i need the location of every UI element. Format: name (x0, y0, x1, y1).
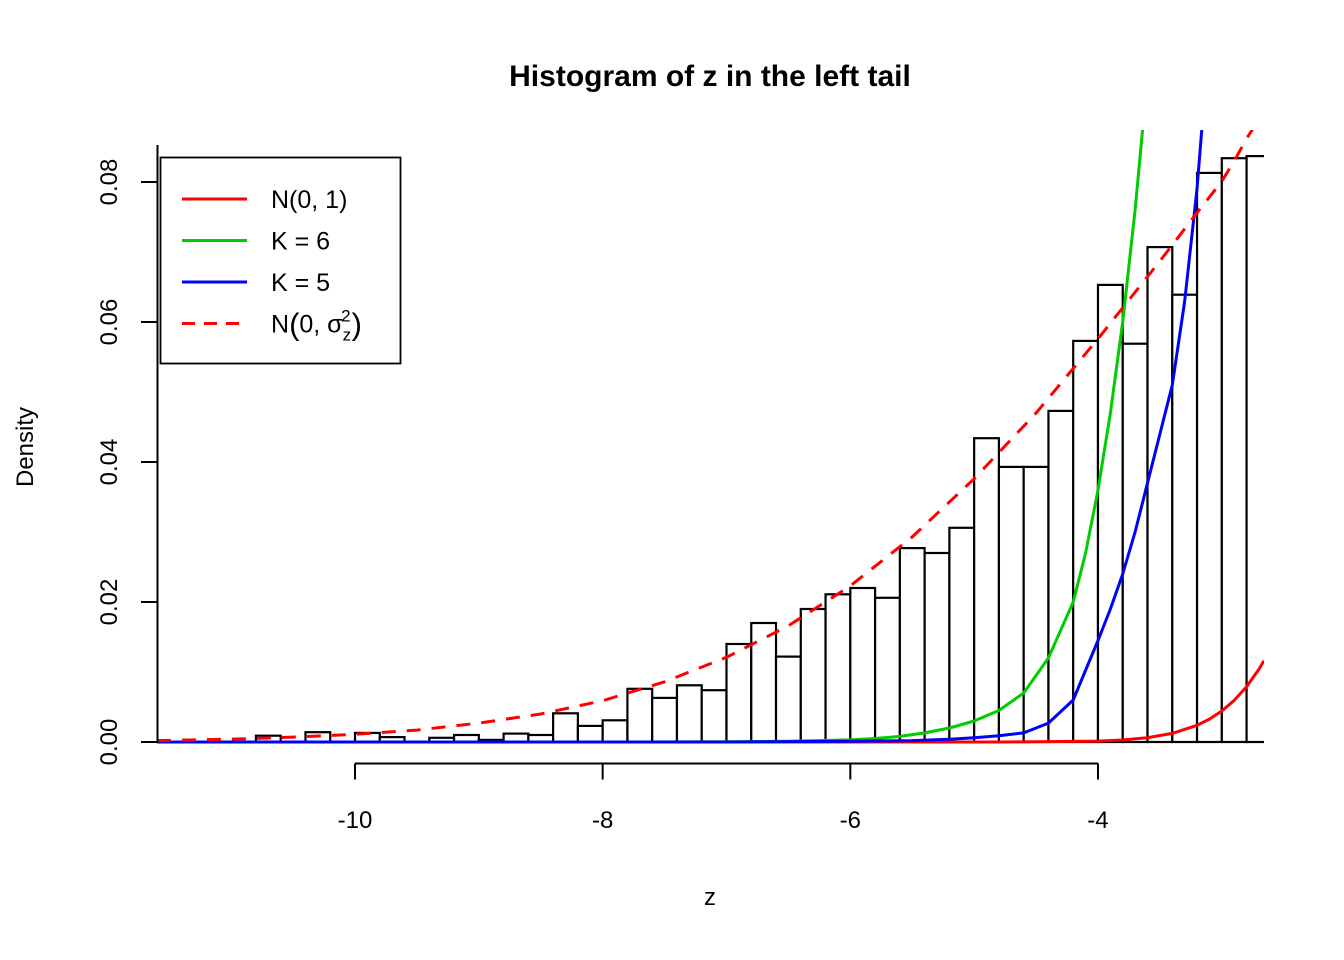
histogram-bars (254, 155, 1264, 744)
histogram-bar (626, 687, 654, 744)
histogram-bar (750, 621, 778, 744)
histogram-bar (824, 593, 852, 744)
histogram-bar (1245, 155, 1264, 744)
legend-item-label: N(0, 1) (271, 186, 347, 214)
chart-title: Histogram of z in the left tail (509, 60, 911, 93)
histogram-bar (1121, 342, 1149, 744)
histogram-bar (1220, 157, 1248, 744)
histogram-bar (923, 551, 951, 744)
y-tick-label: 0.08 (96, 159, 123, 206)
histogram-bar (1195, 171, 1223, 744)
histogram-bar (576, 724, 604, 744)
histogram-bar (601, 719, 629, 744)
histogram-bar (1047, 409, 1075, 744)
legend-item-label: K = 6 (271, 228, 330, 256)
density-curves (157, 130, 1264, 744)
x-tick-label: -8 (592, 807, 613, 834)
legend: N(0, 1) K = 6 K = 5 N(0, σz2) (159, 156, 402, 365)
histogram-bar (1146, 246, 1174, 744)
legend-box (159, 156, 402, 365)
histogram-bar (1022, 465, 1050, 744)
y-tick-label: 0.04 (96, 439, 123, 486)
x-axis: -10 -8 -6 -4 (338, 762, 1109, 834)
histogram-bar (552, 712, 579, 744)
histogram-bar (725, 642, 753, 744)
histogram-bar (675, 684, 703, 744)
x-tick-label: -10 (338, 807, 373, 834)
x-tick-label: -4 (1087, 807, 1108, 834)
plot-area (157, 130, 1264, 744)
curve-4 (157, 130, 1254, 743)
curve-3 (157, 130, 1204, 744)
y-tick-label: 0.00 (96, 719, 123, 766)
histogram-bar (948, 526, 976, 744)
x-tick-label: -6 (840, 807, 861, 834)
y-axis-label: Density (12, 407, 39, 487)
legend-item-label: N(0, σz2) (271, 307, 362, 345)
histogram-bar (898, 546, 926, 744)
histogram-bar (774, 655, 802, 744)
x-axis-label: z (704, 884, 716, 911)
histogram-bar (651, 696, 679, 744)
y-tick-label: 0.06 (96, 299, 123, 346)
histogram-bar (700, 689, 728, 744)
histogram-bar (849, 586, 877, 744)
legend-item-label: K = 5 (271, 269, 330, 297)
histogram-bar (873, 596, 901, 744)
histogram-bar (799, 607, 827, 744)
y-axis: 0.00 0.02 0.04 0.06 0.08 (96, 145, 159, 766)
histogram-bar (1072, 339, 1100, 744)
y-tick-label: 0.02 (96, 579, 123, 626)
histogram-bar (973, 437, 1001, 744)
histogram-bar (1171, 293, 1199, 744)
